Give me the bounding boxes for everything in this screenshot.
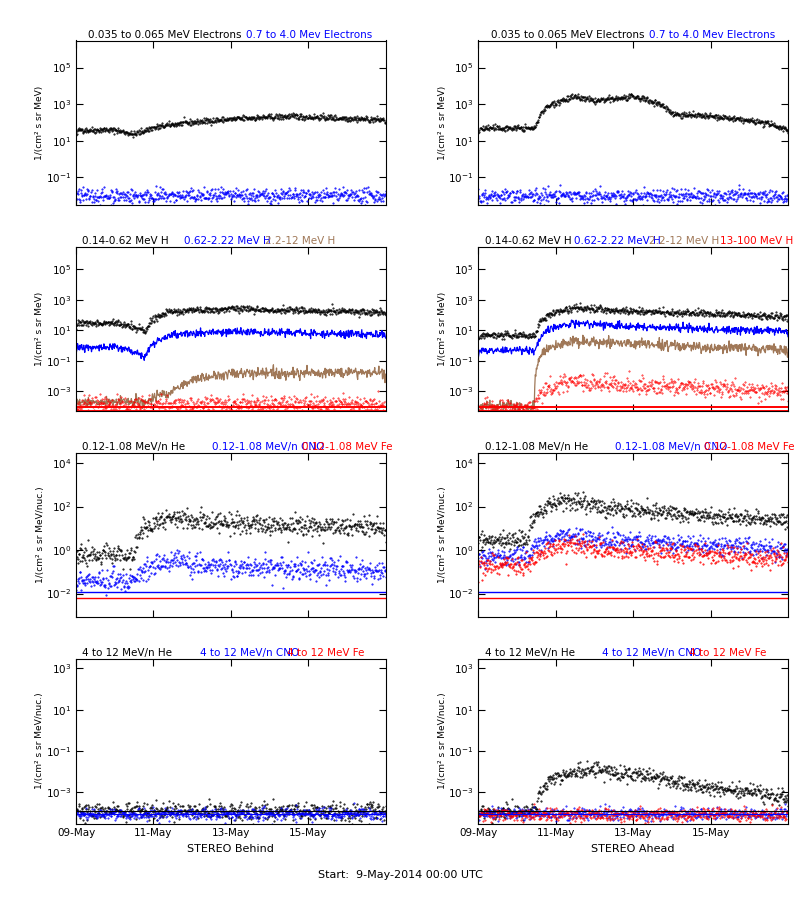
- Y-axis label: 1/(cm² s sr MeV/nuc.): 1/(cm² s sr MeV/nuc.): [35, 487, 45, 583]
- Text: 4 to 12 MeV/n He: 4 to 12 MeV/n He: [82, 648, 172, 658]
- Text: 0.62-2.22 MeV H: 0.62-2.22 MeV H: [574, 236, 661, 246]
- Y-axis label: 1/(cm² s sr MeV/nuc.): 1/(cm² s sr MeV/nuc.): [438, 693, 446, 789]
- Text: 0.12-1.08 MeV/n He: 0.12-1.08 MeV/n He: [485, 442, 588, 452]
- Text: 0.14-0.62 MeV H: 0.14-0.62 MeV H: [82, 236, 169, 246]
- Y-axis label: 1/(cm² s sr MeV/nuc.): 1/(cm² s sr MeV/nuc.): [438, 487, 447, 583]
- Y-axis label: 1/(cm² s sr MeV/nuc.): 1/(cm² s sr MeV/nuc.): [35, 693, 44, 789]
- X-axis label: STEREO Ahead: STEREO Ahead: [591, 844, 675, 854]
- Text: 0.7 to 4.0 Mev Electrons: 0.7 to 4.0 Mev Electrons: [649, 30, 775, 40]
- Text: 0.12-1.08 MeV/n He: 0.12-1.08 MeV/n He: [82, 442, 186, 452]
- Text: 0.7 to 4.0 Mev Electrons: 0.7 to 4.0 Mev Electrons: [246, 30, 373, 40]
- Text: 0.035 to 0.065 MeV Electrons: 0.035 to 0.065 MeV Electrons: [491, 30, 644, 40]
- Y-axis label: 1/(cm² s sr MeV): 1/(cm² s sr MeV): [35, 86, 44, 160]
- Y-axis label: 1/(cm² s sr MeV): 1/(cm² s sr MeV): [438, 292, 446, 366]
- Text: 0.035 to 0.065 MeV Electrons: 0.035 to 0.065 MeV Electrons: [88, 30, 242, 40]
- Text: Start:  9-May-2014 00:00 UTC: Start: 9-May-2014 00:00 UTC: [318, 869, 482, 880]
- Text: 4 to 12 MeV/n He: 4 to 12 MeV/n He: [485, 648, 574, 658]
- Text: 4 to 12 MeV/n CNO: 4 to 12 MeV/n CNO: [200, 648, 299, 658]
- X-axis label: STEREO Behind: STEREO Behind: [187, 844, 274, 854]
- Y-axis label: 1/(cm² s sr MeV): 1/(cm² s sr MeV): [438, 86, 447, 160]
- Text: 2.2-12 MeV H: 2.2-12 MeV H: [649, 236, 719, 246]
- Text: 4 to 12 MeV Fe: 4 to 12 MeV Fe: [689, 648, 766, 658]
- Text: 4 to 12 MeV/n CNO: 4 to 12 MeV/n CNO: [602, 648, 702, 658]
- Text: 0.62-2.22 MeV H: 0.62-2.22 MeV H: [184, 236, 271, 246]
- Text: 0.14-0.62 MeV H: 0.14-0.62 MeV H: [485, 236, 571, 246]
- Text: 0.12-1.08 MeV Fe: 0.12-1.08 MeV Fe: [705, 442, 795, 452]
- Text: 4 to 12 MeV Fe: 4 to 12 MeV Fe: [286, 648, 364, 658]
- Text: 0.12-1.08 MeV/n CNO: 0.12-1.08 MeV/n CNO: [212, 442, 325, 452]
- Text: 0.12-1.08 MeV/n CNO: 0.12-1.08 MeV/n CNO: [614, 442, 727, 452]
- Text: 13-100 MeV H: 13-100 MeV H: [720, 236, 793, 246]
- Text: 0.12-1.08 MeV Fe: 0.12-1.08 MeV Fe: [302, 442, 393, 452]
- Y-axis label: 1/(cm² s sr MeV): 1/(cm² s sr MeV): [35, 292, 44, 366]
- Text: 2.2-12 MeV H: 2.2-12 MeV H: [265, 236, 335, 246]
